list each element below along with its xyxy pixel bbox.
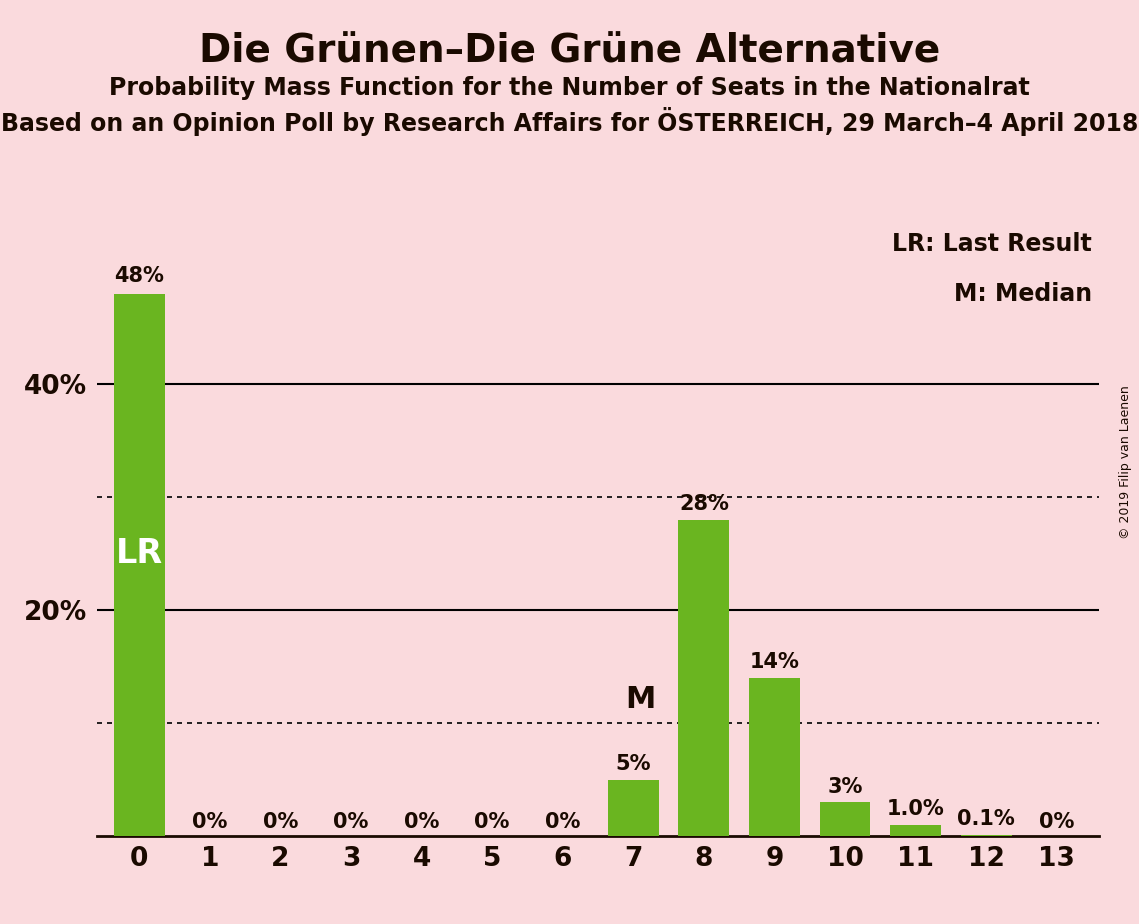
Text: 0%: 0% bbox=[475, 811, 510, 832]
Text: 0%: 0% bbox=[544, 811, 581, 832]
Text: M: M bbox=[625, 686, 656, 714]
Text: 0%: 0% bbox=[1039, 811, 1074, 832]
Bar bbox=[679, 519, 729, 836]
Text: 0%: 0% bbox=[404, 811, 440, 832]
Text: 0%: 0% bbox=[263, 811, 298, 832]
Bar bbox=[114, 294, 164, 836]
Text: M: Median: M: Median bbox=[954, 283, 1092, 307]
Text: © 2019 Filip van Laenen: © 2019 Filip van Laenen bbox=[1118, 385, 1132, 539]
Text: 14%: 14% bbox=[749, 652, 800, 673]
Text: LR: LR bbox=[115, 537, 163, 570]
Text: 48%: 48% bbox=[114, 266, 164, 286]
Text: Probability Mass Function for the Number of Seats in the Nationalrat: Probability Mass Function for the Number… bbox=[109, 76, 1030, 100]
Text: 3%: 3% bbox=[827, 777, 862, 796]
Text: 28%: 28% bbox=[679, 494, 729, 514]
Text: Die Grünen–Die Grüne Alternative: Die Grünen–Die Grüne Alternative bbox=[199, 32, 940, 70]
Text: 0.1%: 0.1% bbox=[957, 809, 1015, 830]
Text: 5%: 5% bbox=[615, 754, 652, 774]
Bar bbox=[608, 780, 658, 836]
Bar bbox=[961, 835, 1011, 836]
Text: Based on an Opinion Poll by Research Affairs for ÖSTERREICH, 29 March–4 April 20: Based on an Opinion Poll by Research Aff… bbox=[1, 107, 1138, 136]
Bar bbox=[749, 678, 800, 836]
Bar bbox=[820, 802, 870, 836]
Text: 0%: 0% bbox=[334, 811, 369, 832]
Text: LR: Last Result: LR: Last Result bbox=[892, 232, 1092, 256]
Bar bbox=[891, 825, 941, 836]
Text: 0%: 0% bbox=[192, 811, 228, 832]
Text: 1.0%: 1.0% bbox=[887, 799, 944, 820]
